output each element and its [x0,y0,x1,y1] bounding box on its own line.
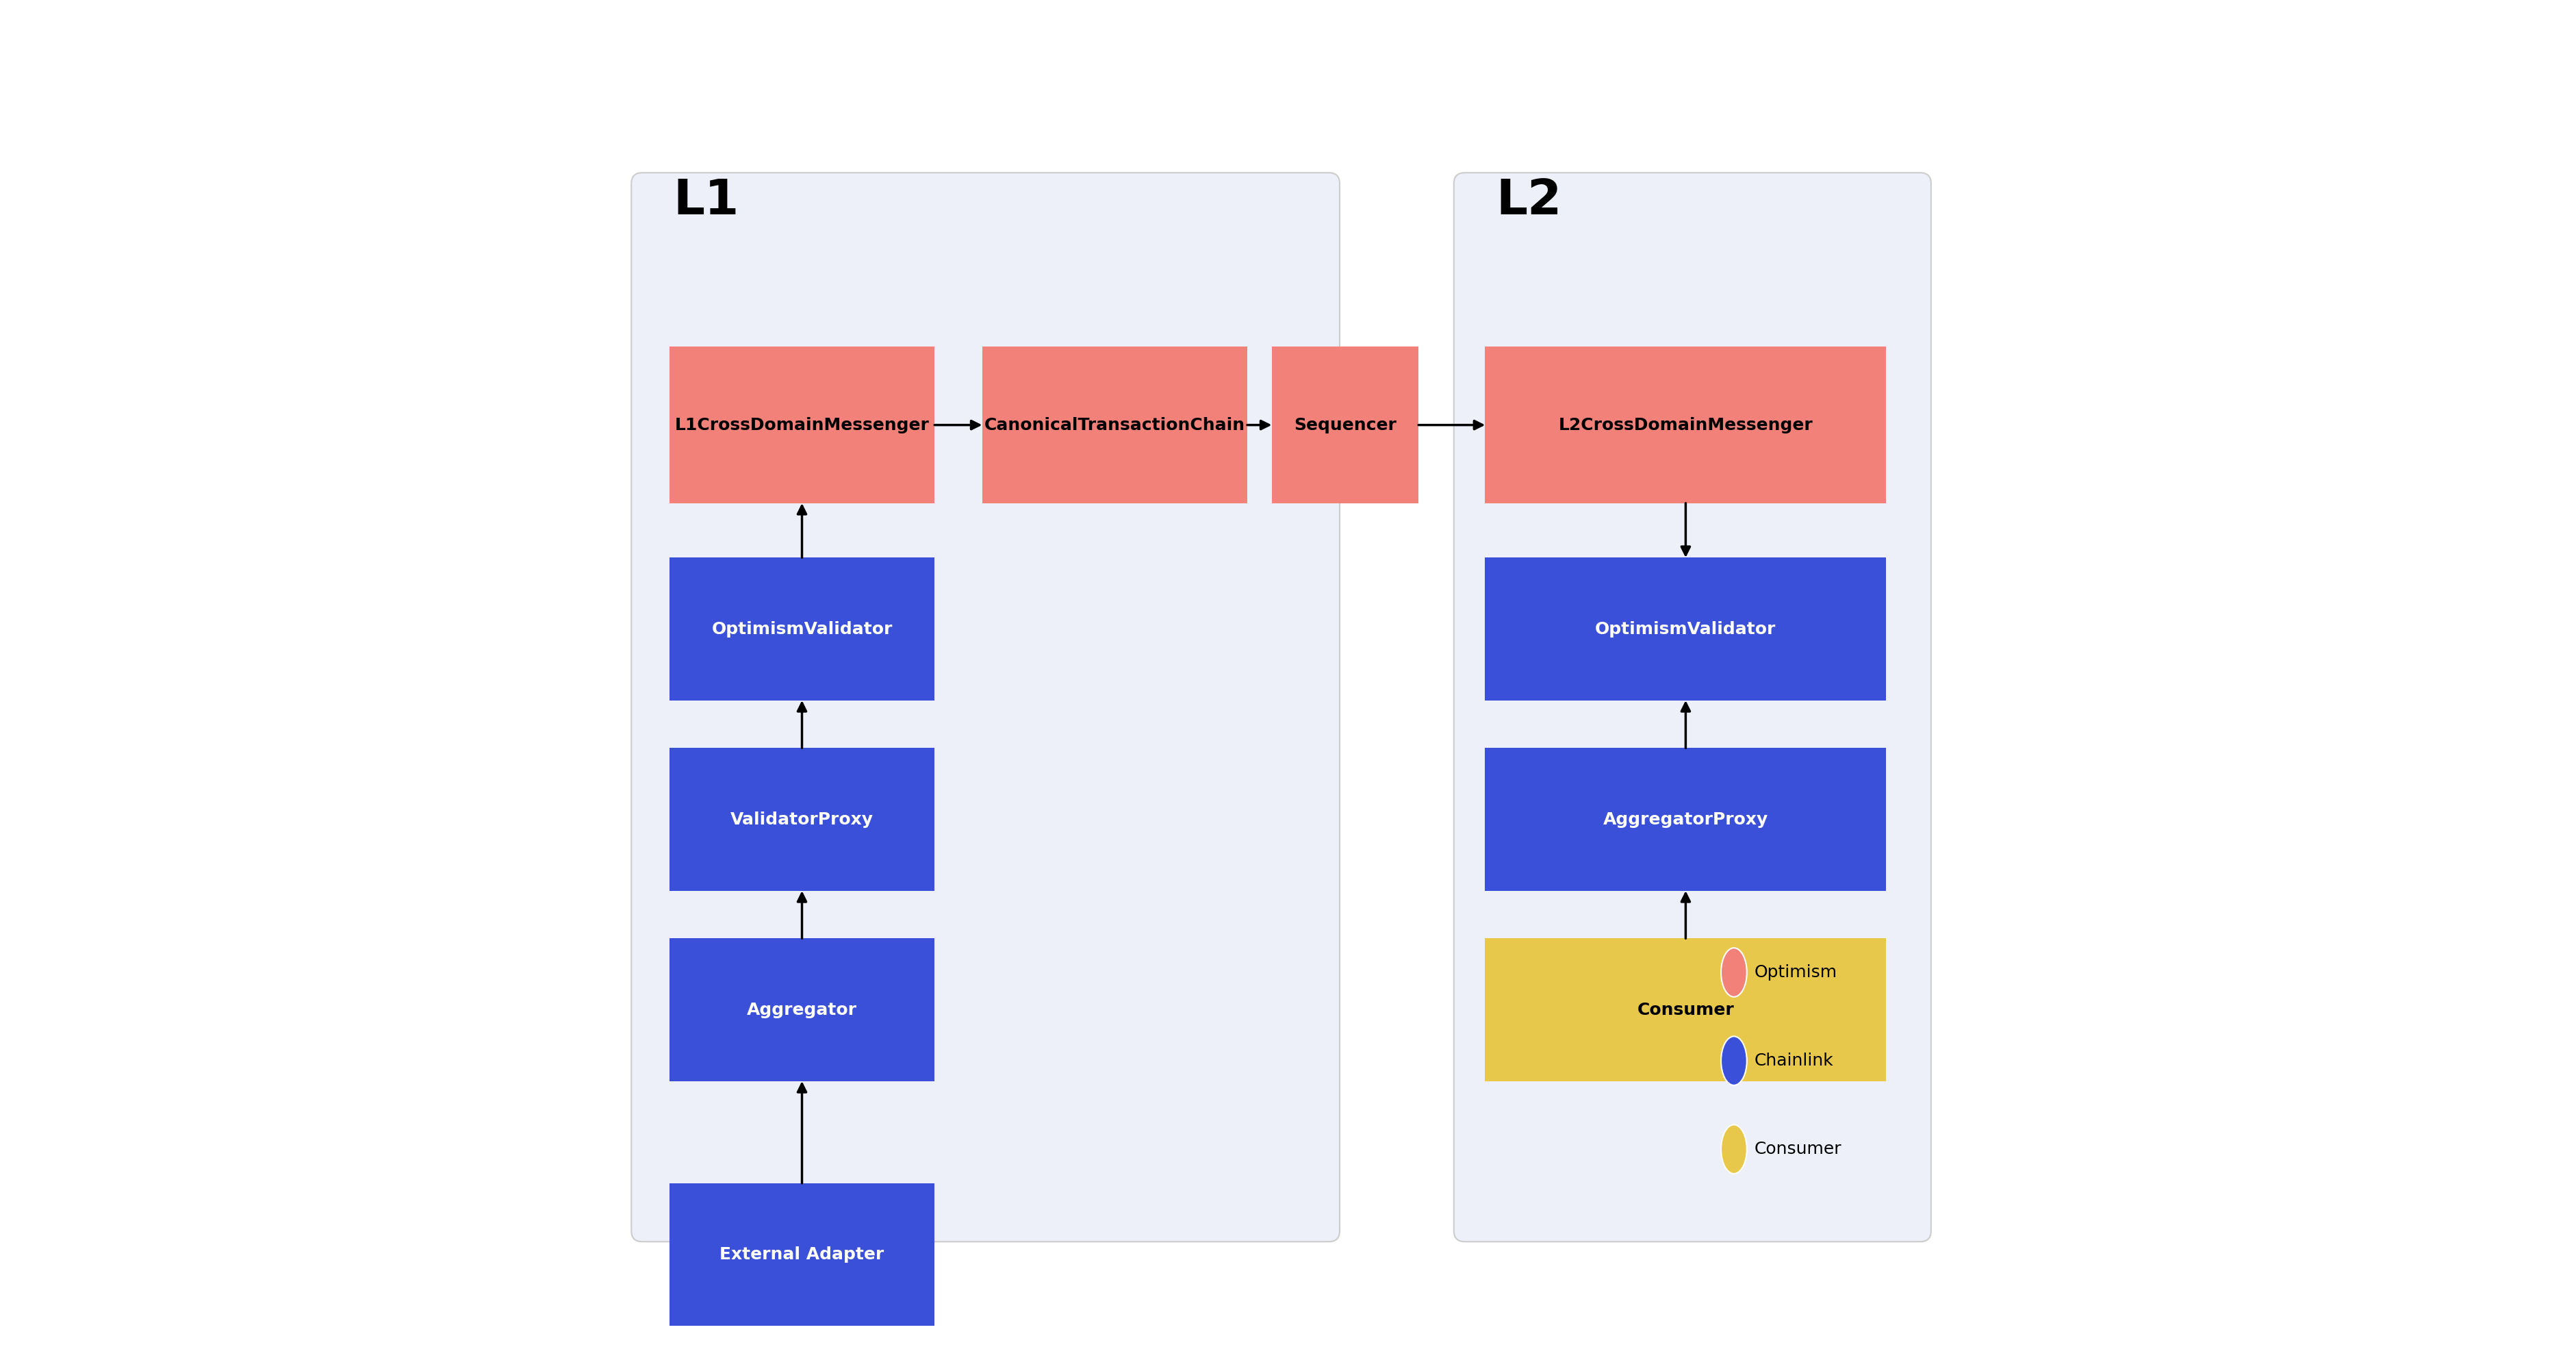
Text: ValidatorProxy: ValidatorProxy [732,811,873,828]
Text: Consumer: Consumer [1754,1141,1842,1157]
Text: Consumer: Consumer [1638,1001,1734,1019]
Text: CanonicalTransactionChain: CanonicalTransactionChain [984,416,1244,434]
Text: L1CrossDomainMessenger: L1CrossDomainMessenger [675,416,930,434]
Text: External Adapter: External Adapter [719,1246,884,1263]
FancyBboxPatch shape [1486,748,1886,891]
FancyBboxPatch shape [670,347,935,503]
Text: L2CrossDomainMessenger: L2CrossDomainMessenger [1558,416,1814,434]
FancyBboxPatch shape [981,347,1247,503]
FancyBboxPatch shape [1486,347,1886,503]
Text: Optimism: Optimism [1754,964,1837,981]
Text: AggregatorProxy: AggregatorProxy [1602,811,1767,828]
Text: OptimismValidator: OptimismValidator [711,620,891,638]
FancyBboxPatch shape [631,173,1340,1242]
FancyBboxPatch shape [670,558,935,700]
FancyBboxPatch shape [670,1183,935,1326]
FancyBboxPatch shape [1486,558,1886,700]
FancyBboxPatch shape [670,938,935,1081]
Text: L1: L1 [672,177,739,224]
Text: Chainlink: Chainlink [1754,1053,1834,1069]
Text: Aggregator: Aggregator [747,1001,858,1019]
FancyBboxPatch shape [1273,347,1419,503]
Ellipse shape [1721,1036,1747,1085]
Ellipse shape [1721,948,1747,997]
Ellipse shape [1721,1125,1747,1174]
Text: OptimismValidator: OptimismValidator [1595,620,1777,638]
FancyBboxPatch shape [670,748,935,891]
FancyBboxPatch shape [1453,173,1932,1242]
FancyBboxPatch shape [1486,938,1886,1081]
Text: L2: L2 [1497,177,1561,224]
Text: Sequencer: Sequencer [1293,416,1396,434]
